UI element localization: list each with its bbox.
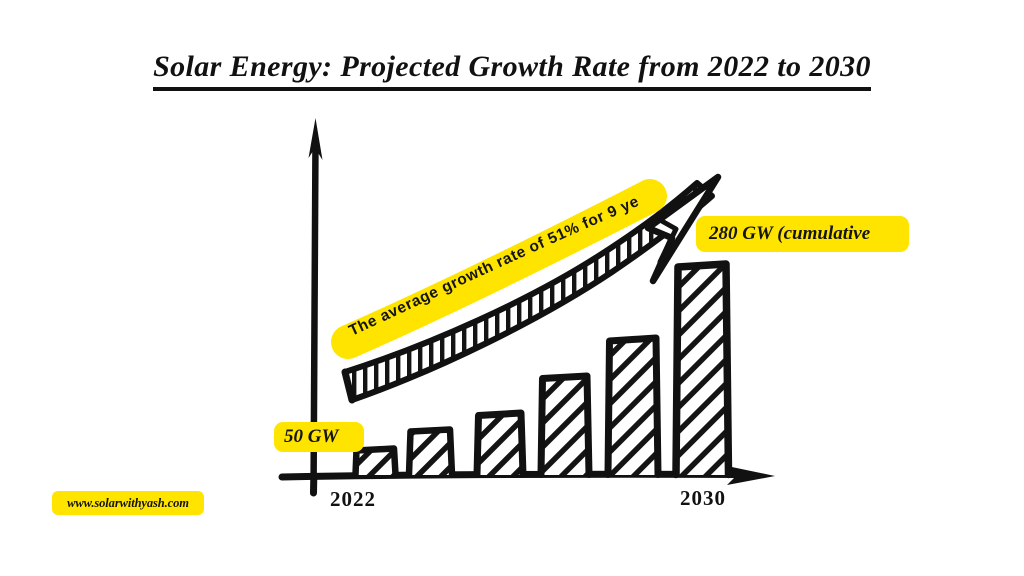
trend-arrow bbox=[341, 173, 722, 404]
start-value-badge-text: 50 GW bbox=[284, 426, 339, 447]
x-axis-tick-2022: 2022 bbox=[330, 487, 376, 511]
page-title: Solar Energy: Projected Growth Rate from… bbox=[0, 50, 1024, 91]
watermark-badge[interactable]: www.solarwithyash.com bbox=[52, 491, 204, 515]
start-value-badge: 50 GW bbox=[274, 422, 364, 452]
curve-caption-highlight bbox=[331, 179, 667, 359]
bar-2025 bbox=[473, 409, 527, 478]
bar-2028 bbox=[604, 334, 662, 478]
end-value-badge: 280 GW (cumulative bbox=[696, 216, 909, 252]
bar-2022 bbox=[352, 445, 399, 478]
x-axis-tick-2030: 2030 bbox=[680, 486, 726, 510]
bar-series bbox=[352, 260, 733, 479]
page-title-text: Solar Energy: Projected Growth Rate from… bbox=[153, 50, 871, 91]
bar-2026 bbox=[537, 372, 593, 478]
watermark-text: www.solarwithyash.com bbox=[67, 495, 189, 510]
end-value-badge-text: 280 GW (cumulative bbox=[709, 223, 871, 244]
bar-2023 bbox=[405, 426, 456, 478]
bar-2030 bbox=[672, 260, 733, 479]
